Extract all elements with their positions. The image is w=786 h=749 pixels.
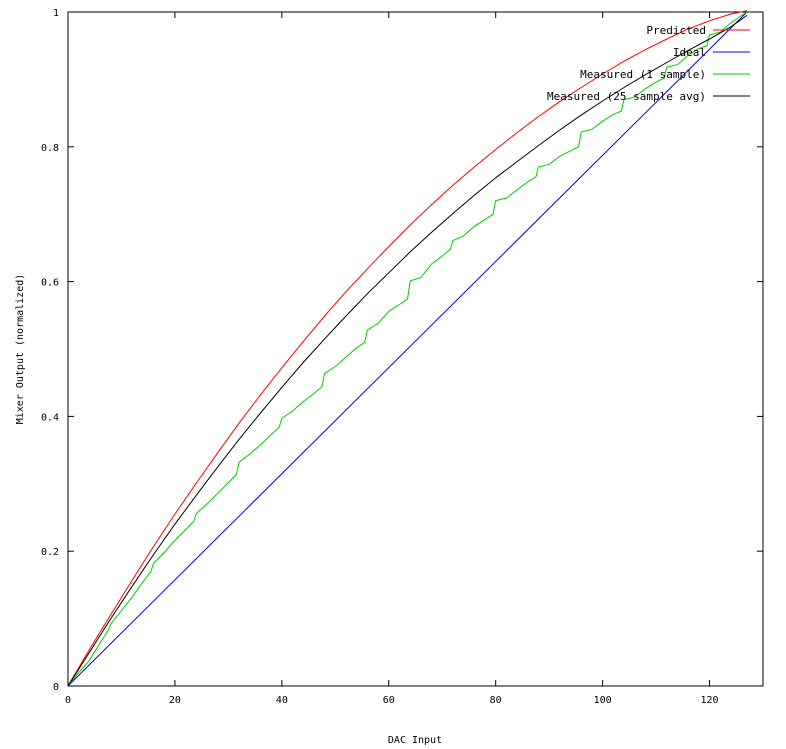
legend-label: Ideal	[673, 46, 706, 59]
series-line-2	[67, 11, 748, 687]
x-tick-label: 20	[169, 695, 181, 706]
x-tick-label: 0	[65, 695, 71, 706]
x-tick-label: 80	[490, 695, 502, 706]
y-tick-label: 0.8	[41, 143, 59, 154]
x-axis: 0 20 40 60 80 100 120	[65, 12, 719, 706]
series-line-1	[67, 11, 748, 687]
y-tick-label: 1	[53, 8, 59, 19]
y-axis: 0 0.2 0.4 0.6 0.8 1	[41, 8, 763, 693]
x-tick-label: 100	[594, 695, 612, 706]
series-layer	[67, 10, 748, 687]
x-axis-label: DAC Input	[388, 735, 442, 746]
y-tick-label: 0.4	[41, 412, 59, 423]
y-tick-label: 0.2	[41, 547, 59, 558]
legend-label: Predicted	[646, 24, 706, 37]
y-axis-label: Mixer Output (normalized)	[15, 274, 26, 425]
plot-frame	[67, 11, 764, 687]
series-line-0	[67, 10, 748, 687]
x-tick-label: 60	[383, 695, 395, 706]
x-tick-label: 40	[276, 695, 288, 706]
y-tick-label: 0.6	[41, 278, 59, 289]
legend: Predicted Ideal Measured (1 sample) Measure…	[547, 24, 750, 103]
legend-label: Measured (25 sample avg)	[547, 90, 706, 103]
y-tick-label: 0	[53, 682, 59, 693]
x-tick-label: 120	[701, 695, 719, 706]
legend-label: Measured (1 sample)	[580, 68, 706, 81]
series-line-3	[67, 14, 748, 687]
